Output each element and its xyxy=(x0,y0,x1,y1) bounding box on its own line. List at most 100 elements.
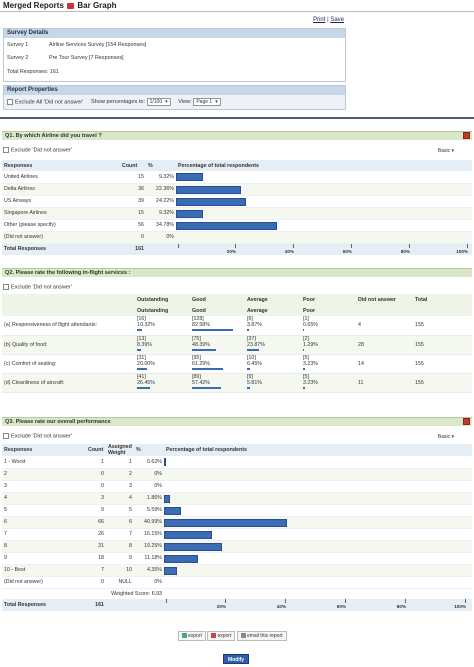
excel-icon xyxy=(182,633,187,639)
save-link[interactable]: Save xyxy=(330,17,344,23)
q2-title: Q2. Please rate the following in-flight … xyxy=(5,270,131,276)
survey2-label: Survey 2 xyxy=(7,55,29,61)
rating-count: [31] xyxy=(137,354,146,361)
rating-pct: 3.23% xyxy=(303,360,319,367)
q3-view-mode[interactable]: Basic xyxy=(438,434,454,440)
rating-cell: [13] 8.39% xyxy=(135,335,190,355)
response-bar xyxy=(164,530,213,539)
did-not-answer-count: 14 xyxy=(356,354,413,374)
report-properties-heading: Report Properties xyxy=(4,86,345,95)
rating-mini-bar xyxy=(137,367,147,370)
rating-mini-bar xyxy=(303,348,304,351)
q3-title: Q3. Please rate our overall performance xyxy=(5,419,111,425)
survey-details-heading: Survey Details xyxy=(4,29,345,38)
q1-col-responses: Responses xyxy=(2,160,120,171)
rating-mini-bar xyxy=(247,348,259,351)
response-label: 4 xyxy=(2,492,86,505)
q1-axis: 20% 40% 60% 80% 100% xyxy=(176,243,472,255)
table-row: 9 18 9 11.18% xyxy=(2,552,472,565)
rating-cell: [128] 82.58% xyxy=(190,316,245,336)
response-pct: 11.18% xyxy=(134,552,164,565)
print-link[interactable]: Print xyxy=(313,17,326,23)
q1-total-value: 161 xyxy=(120,243,146,255)
q2-sub-outstanding: Outstanding xyxy=(135,305,190,316)
response-pct: 19.25% xyxy=(134,540,164,553)
rating-pct: 26.45% xyxy=(137,379,155,386)
rating-mini-bar xyxy=(247,386,250,389)
report-type-icon xyxy=(67,2,75,9)
axis-tick xyxy=(405,599,406,603)
response-bar xyxy=(164,494,170,503)
response-pct: 34.78% xyxy=(146,219,176,232)
q3-exclude-checkbox[interactable] xyxy=(3,433,9,439)
rating-mini-bar xyxy=(192,386,221,389)
exclude-all-checkbox[interactable] xyxy=(7,99,13,105)
export-button-2[interactable]: export xyxy=(207,631,236,641)
axis-tick xyxy=(351,243,352,248)
response-bar xyxy=(164,542,222,551)
table-row: 4 3 4 1.86% xyxy=(2,492,472,505)
show-pct-label: Show percentages to: xyxy=(90,99,146,106)
response-weight: 8 xyxy=(106,540,134,553)
rating-cell: [10] 6.45% xyxy=(245,354,301,374)
response-weight: 7 xyxy=(106,528,134,541)
rating-pct: 61.29% xyxy=(192,360,210,367)
q1-col-count: Count xyxy=(120,160,146,171)
modify-button[interactable]: Modify xyxy=(223,654,249,664)
response-count: 26 xyxy=(86,528,106,541)
email-report-button[interactable]: email this report xyxy=(236,631,287,641)
response-count: 31 xyxy=(86,540,106,553)
q1-table: Responses Count % Percentage of total re… xyxy=(2,160,472,255)
survey2-value: Pre Tour Survey [7 Responses] xyxy=(49,55,124,61)
axis-tick-label: 40% xyxy=(284,248,294,254)
page-title: Merged Reports Bar Graph xyxy=(3,1,117,10)
q2-table: Outstanding Good Average Poor Did not an… xyxy=(2,294,472,393)
rating-pct: 3.23% xyxy=(303,379,319,386)
rating-pct: 1.29% xyxy=(303,341,319,348)
rating-pct: 0.65% xyxy=(303,322,319,328)
response-count: 3 xyxy=(86,492,106,505)
table-row: 8 31 8 19.25% xyxy=(2,540,472,553)
response-label: Delta Airlines xyxy=(2,183,120,196)
rating-cell: [5] 3.23% xyxy=(301,354,356,374)
q3-chart-icon[interactable] xyxy=(463,418,470,425)
rating-item-label: (b) Quality of food: xyxy=(2,335,135,355)
rating-count: [5] xyxy=(303,373,309,380)
rating-count: [16] xyxy=(137,316,146,322)
q1-chart-icon[interactable] xyxy=(463,132,470,139)
response-pct: 9.32% xyxy=(146,171,176,184)
response-pct: 0% xyxy=(134,468,164,481)
response-pct: 24.22% xyxy=(146,195,176,208)
rating-mini-bar xyxy=(137,348,142,351)
q2-sub-poor: Poor xyxy=(301,305,356,316)
export-button-1[interactable]: export xyxy=(178,631,206,641)
rating-mini-bar xyxy=(247,367,251,370)
rating-count: [6] xyxy=(247,316,253,322)
response-label: US Airways xyxy=(2,195,120,208)
q1-exclude-checkbox[interactable] xyxy=(3,147,9,153)
response-bar xyxy=(176,185,241,194)
rating-pct: 3.87% xyxy=(247,322,263,328)
response-label: 1 - Worst xyxy=(2,456,86,469)
show-pct-select[interactable]: 1/100 xyxy=(146,98,171,106)
response-pct: 0% xyxy=(146,231,176,244)
rating-pct: 6.45% xyxy=(247,360,263,367)
rating-count: [37] xyxy=(247,335,256,342)
rating-item-label: (c) Comfort of seating: xyxy=(2,354,135,374)
rating-cell: [95] 61.29% xyxy=(190,354,245,374)
rating-cell: [75] 48.39% xyxy=(190,335,245,355)
response-count: 18 xyxy=(86,552,106,565)
axis-tick xyxy=(166,599,167,603)
axis-tick xyxy=(225,599,226,603)
response-label: 5 xyxy=(2,504,86,517)
view-select[interactable]: Page 1 xyxy=(193,98,221,106)
q2-col-average: Average xyxy=(245,294,301,305)
q1-view-mode[interactable]: Basic xyxy=(438,148,454,154)
survey1-value: Airline Services Survey [154 Responses] xyxy=(49,42,147,48)
q2-exclude-checkbox[interactable] xyxy=(3,284,9,290)
rating-item-label: (a) Responsiveness of flight attendants: xyxy=(2,316,135,336)
total-responses-value: 161 xyxy=(49,69,59,75)
q2-header: Q2. Please rate the following in-flight … xyxy=(2,268,472,277)
row-total: 155 xyxy=(413,354,472,374)
response-pct: 5.59% xyxy=(134,504,164,517)
